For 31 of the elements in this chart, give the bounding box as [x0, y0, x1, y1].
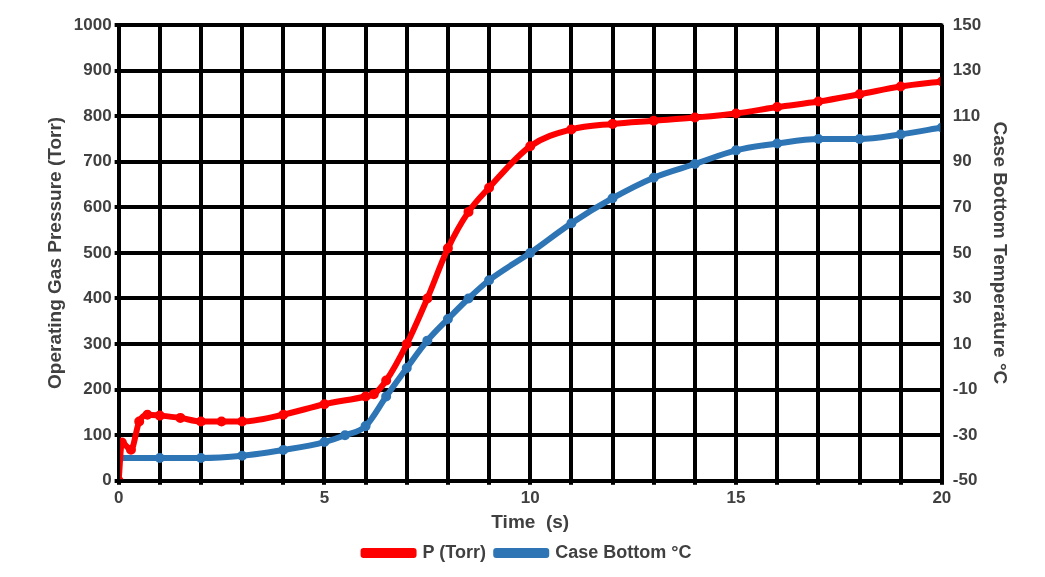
y-tick-label: 500: [83, 242, 112, 262]
y-tick-label: 300: [83, 333, 112, 353]
y2-tick-label: 130: [952, 60, 982, 80]
legend-label: P (Torr): [422, 541, 486, 562]
y2-tick-label: 70: [952, 197, 972, 217]
x-axis-title: Time (s): [491, 510, 570, 532]
y2-tick-label: 90: [952, 151, 972, 171]
y2-tick-label: 110: [952, 105, 981, 125]
y-axis-title: Operating Gas Pressure (Torr): [43, 116, 65, 389]
y-tick-label: 200: [83, 379, 112, 399]
y-tick-label: 100: [83, 424, 112, 444]
y-tick-label: 0: [102, 470, 112, 490]
y2-tick-label: 10: [952, 333, 972, 353]
y-tick-label: 1000: [73, 14, 112, 34]
y-tick-label: 800: [83, 105, 112, 125]
y2-tick-label: 50: [952, 242, 972, 262]
y2-tick-label: -10: [952, 379, 978, 399]
y-tick-label: 900: [83, 60, 112, 80]
y-tick-label: 600: [83, 197, 112, 217]
x-tick-label: 20: [932, 487, 952, 507]
y2-tick-label: -30: [952, 424, 978, 444]
x-tick-label: 5: [319, 487, 330, 507]
y-tick-label: 400: [83, 288, 112, 308]
y2-axis-title: Case Bottom Temperature °C: [990, 121, 1012, 385]
x-tick-label: 15: [726, 487, 746, 507]
x-tick-label: 10: [520, 487, 540, 507]
y2-tick-label: 30: [952, 288, 972, 308]
legend-label: Case Bottom °C: [555, 541, 692, 562]
y-tick-label: 700: [83, 151, 112, 171]
y2-tick-label: -50: [952, 470, 978, 490]
y2-tick-label: 150: [952, 14, 982, 34]
